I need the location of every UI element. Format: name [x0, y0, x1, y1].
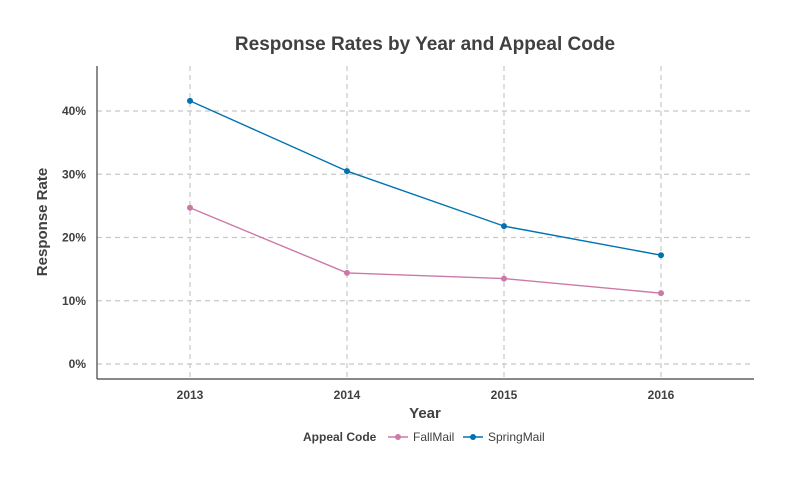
data-point-springmail [187, 97, 193, 104]
y-tick-label: 0% [69, 357, 87, 371]
y-tick-label: 10% [62, 294, 86, 308]
legend-label-springmail: SpringMail [488, 430, 545, 444]
y-tick-label: 40% [62, 104, 86, 118]
y-tick-label: 30% [62, 167, 86, 181]
series-line-fallmail [189, 207, 662, 294]
data-point-fallmail [658, 290, 664, 297]
series-layer [187, 97, 664, 297]
data-point-springmail [501, 223, 507, 230]
x-tick-label: 2014 [334, 388, 361, 402]
series-line-springmail [189, 100, 662, 256]
legend-key-point [395, 434, 401, 440]
legend: Appeal Code FallMail SpringMail [303, 430, 545, 444]
x-axis-title: Year [409, 405, 441, 422]
x-tick-label: 2016 [648, 388, 675, 402]
data-point-fallmail [344, 269, 350, 276]
axes: 0% 10% 20% 30% 40% 2013 2014 2015 2016 [62, 66, 754, 402]
legend-label-fallmail: FallMail [413, 430, 454, 444]
data-point-fallmail [501, 275, 507, 282]
x-tick-label: 2015 [491, 388, 518, 402]
legend-title: Appeal Code [303, 430, 377, 444]
x-tick-label: 2013 [177, 388, 204, 402]
y-tick-label: 20% [62, 231, 86, 245]
data-point-fallmail [187, 204, 193, 211]
grid [97, 66, 754, 379]
data-point-springmail [658, 252, 664, 259]
data-point-springmail [344, 168, 350, 175]
y-axis-title: Response Rate [34, 168, 51, 276]
chart-title: Response Rates by Year and Appeal Code [235, 34, 615, 55]
legend-key-point [470, 434, 476, 440]
